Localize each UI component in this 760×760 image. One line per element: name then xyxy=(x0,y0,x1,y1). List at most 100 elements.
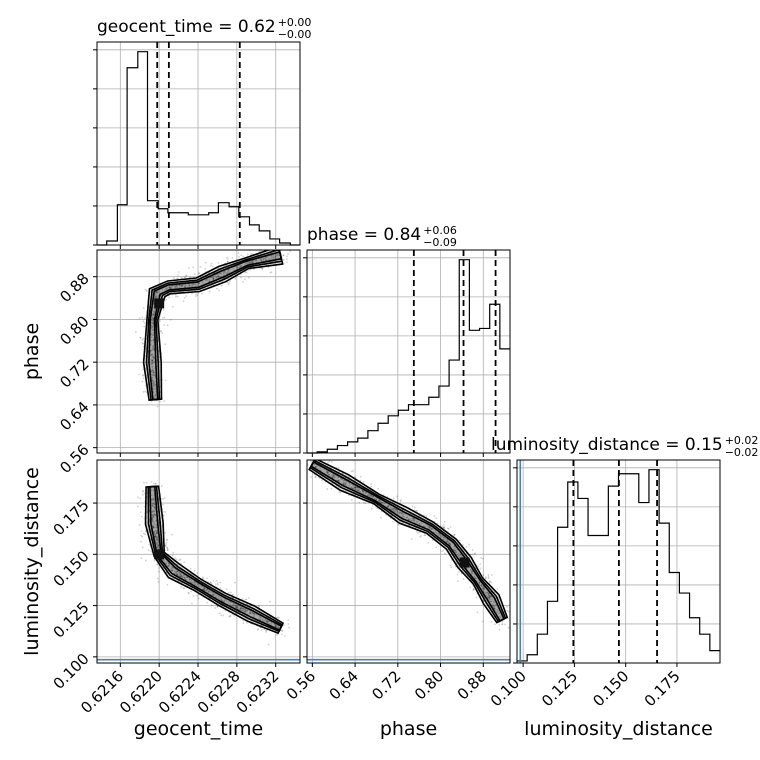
sample-point xyxy=(361,489,364,492)
sample-point xyxy=(462,578,465,580)
sample-point xyxy=(197,593,200,596)
sample-point xyxy=(395,508,398,511)
sample-point xyxy=(204,267,207,270)
sample-point xyxy=(167,562,170,565)
sample-point xyxy=(228,615,231,618)
sample-point xyxy=(155,519,158,522)
sample-point xyxy=(171,305,174,308)
sample-point xyxy=(318,477,321,480)
sample-point xyxy=(396,509,398,512)
sample-point xyxy=(440,535,443,538)
sample-point xyxy=(144,384,147,387)
sample-point xyxy=(152,526,155,529)
sample-point xyxy=(143,325,146,328)
sample-point xyxy=(352,487,354,490)
sample-point xyxy=(394,511,397,514)
title-superscript: +0.06 xyxy=(423,224,457,237)
sample-point xyxy=(353,486,356,489)
sample-point xyxy=(205,589,208,592)
sample-point xyxy=(265,620,268,623)
sample-point xyxy=(393,508,396,511)
sample-point xyxy=(248,261,251,263)
sample-point xyxy=(140,557,143,560)
sample-point xyxy=(229,280,231,283)
sample-point xyxy=(425,515,428,518)
sample-point xyxy=(265,620,268,623)
sample-point xyxy=(198,272,201,275)
sample-point xyxy=(164,288,167,291)
x-tick-label: 0.56 xyxy=(283,667,319,703)
sample-point xyxy=(144,529,147,532)
sample-point xyxy=(154,535,157,538)
sample-point xyxy=(136,505,139,508)
sample-point xyxy=(190,590,193,593)
sample-point xyxy=(144,355,147,357)
sample-point xyxy=(281,629,284,632)
sample-point xyxy=(162,308,165,311)
sample-point xyxy=(159,400,162,403)
sample-point xyxy=(398,512,401,514)
sample-point xyxy=(163,497,166,499)
sample-point xyxy=(181,284,183,287)
sample-point xyxy=(175,285,178,287)
sample-point xyxy=(249,612,252,615)
sample-point xyxy=(354,486,357,489)
sample-point xyxy=(332,475,335,478)
sample-point xyxy=(435,531,437,534)
sample-point xyxy=(420,522,423,525)
sample-point xyxy=(260,628,263,631)
contour-level xyxy=(147,485,284,633)
sample-point xyxy=(168,562,170,565)
density-peak xyxy=(154,549,165,560)
sample-point xyxy=(152,381,155,384)
x-tick-label: 0.175 xyxy=(641,667,684,710)
sample-point xyxy=(157,570,160,573)
sample-point xyxy=(361,490,364,493)
sample-point xyxy=(255,259,258,262)
sample-point xyxy=(152,499,155,502)
sample-point xyxy=(244,609,247,612)
sample-point xyxy=(151,360,154,363)
sample-point xyxy=(179,558,182,561)
panel-title-phase: phase = 0.84 xyxy=(307,225,421,245)
sample-point xyxy=(258,250,261,253)
sample-point xyxy=(185,284,188,287)
sample-point xyxy=(274,255,277,258)
sample-point xyxy=(325,470,328,473)
sample-point xyxy=(190,602,193,605)
sample-point xyxy=(487,593,490,596)
sample-point xyxy=(487,597,490,599)
sample-point xyxy=(342,479,345,482)
sample-point xyxy=(251,612,254,614)
sample-point xyxy=(155,291,158,294)
sample-point xyxy=(240,607,242,610)
panel-frame xyxy=(306,249,511,454)
sample-point xyxy=(364,502,367,505)
sample-point xyxy=(345,480,348,483)
sample-point xyxy=(141,339,144,341)
histogram-phase xyxy=(307,259,510,454)
sample-point xyxy=(264,256,267,259)
sample-point xyxy=(178,572,181,574)
sample-point xyxy=(163,324,165,327)
sample-point xyxy=(488,580,491,583)
sample-point xyxy=(263,628,266,631)
sample-point xyxy=(166,549,169,552)
sample-point xyxy=(244,271,247,274)
sample-point xyxy=(152,306,155,309)
sample-point xyxy=(473,576,476,579)
sample-point xyxy=(156,291,159,294)
sample-point xyxy=(175,285,178,287)
sample-point xyxy=(482,587,485,590)
sample-point xyxy=(217,276,220,278)
sample-point xyxy=(263,257,266,260)
contour-level xyxy=(309,460,507,623)
sample-point xyxy=(210,276,213,279)
sample-point xyxy=(157,539,159,542)
sample-point xyxy=(486,591,489,594)
sample-point xyxy=(170,285,173,288)
sample-point xyxy=(217,275,220,277)
sample-point xyxy=(188,578,191,581)
sample-point xyxy=(193,580,196,583)
sample-point xyxy=(236,605,239,608)
